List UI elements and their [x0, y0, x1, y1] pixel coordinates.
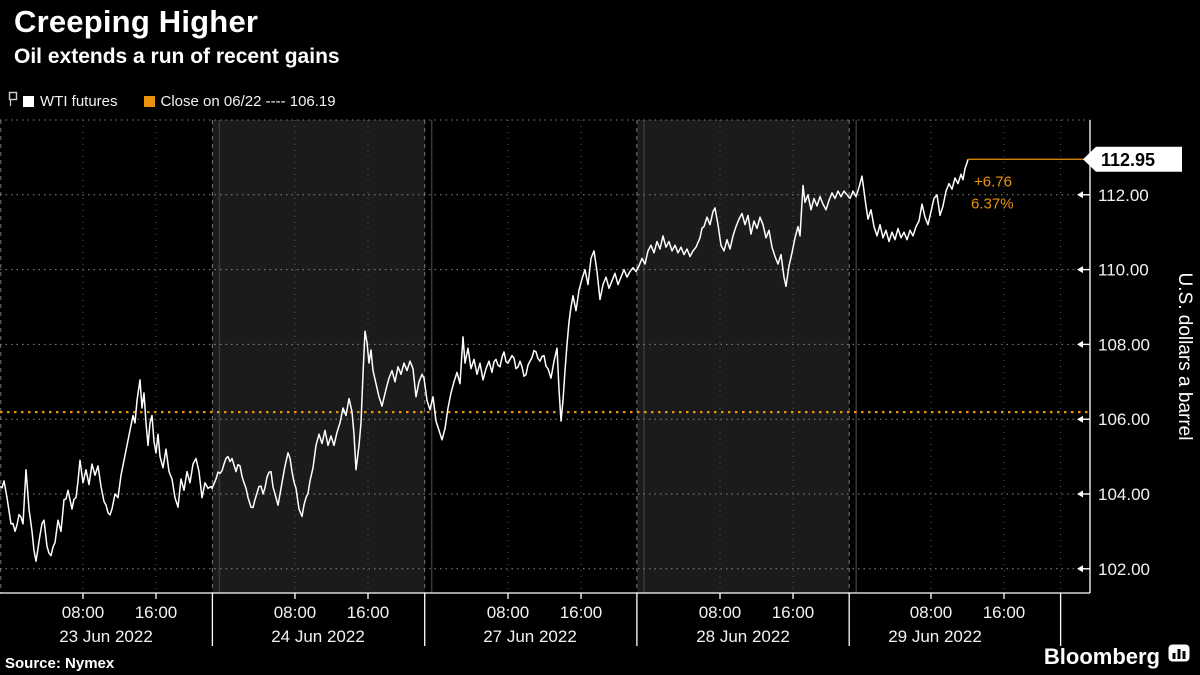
y-tick-arrow [1077, 191, 1083, 199]
source-note: Source: Nymex [5, 655, 115, 672]
x-time-label: 16:00 [772, 603, 815, 622]
y-tick-label: 106.00 [1098, 410, 1150, 429]
y-tick-arrow [1077, 415, 1083, 423]
x-date-label: 29 Jun 2022 [888, 627, 982, 646]
price-line [0, 159, 969, 563]
wti-series-swatch [23, 95, 34, 107]
y-axis-title: U.S. dollars a barrel [1174, 273, 1195, 441]
y-tick-label: 110.00 [1098, 261, 1149, 280]
y-tick-arrow [1077, 565, 1083, 573]
series-track-icon [8, 91, 18, 111]
x-time-label: 16:00 [560, 603, 603, 622]
x-date-label: 27 Jun 2022 [483, 627, 577, 646]
x-date-label: 28 Jun 2022 [696, 627, 790, 646]
chart-subtitle: Oil extends a run of recent gains [14, 45, 340, 68]
chart-title: Creeping Higher [14, 4, 259, 39]
y-tick-arrow [1077, 266, 1083, 274]
price-chart-canvas: +6.76 6.37% 112.00 110.00 108.00 106.00 104.00… [0, 119, 1195, 646]
y-tick-label: 108.00 [1098, 335, 1150, 354]
legend: WTI futures Close on 06/22 ---- 106.19 [8, 91, 362, 111]
pct-change-annotation: 6.37% [971, 195, 1014, 212]
y-tick-label: 112.00 [1098, 186, 1149, 205]
legend-label-close: Close on 06/22 ---- 106.19 [160, 92, 336, 110]
x-time-label: 08:00 [62, 603, 105, 622]
bloomberg-wordmark: Bloomberg [1043, 644, 1160, 669]
x-time-label: 16:00 [983, 603, 1026, 622]
bloomberg-chart-icon [1168, 644, 1190, 670]
y-tick-label: 102.00 [1098, 560, 1150, 579]
bloomberg-logo: Bloomberg [1044, 644, 1190, 670]
x-time-label: 16:00 [347, 603, 390, 622]
x-time-label: 16:00 [135, 603, 178, 622]
change-annotation: +6.76 [974, 173, 1012, 190]
y-tick-label: 104.00 [1098, 485, 1150, 504]
x-time-label: 08:00 [699, 603, 742, 622]
legend-item-close: Close on 06/22 ---- 106.19 [143, 92, 336, 110]
y-tick-arrow [1077, 340, 1083, 348]
legend-label-wti: WTI futures [40, 92, 118, 110]
day-band [636, 120, 850, 593]
x-time-label: 08:00 [274, 603, 317, 622]
x-time-label: 08:00 [910, 603, 953, 622]
x-date-label: 23 Jun 2022 [59, 627, 153, 646]
day-band [212, 120, 425, 593]
y-tick-arrow [1077, 490, 1083, 498]
legend-item-wti: WTI futures [23, 93, 118, 110]
last-price-callout [1083, 146, 1182, 172]
close-line-swatch [143, 95, 155, 107]
x-date-label: 24 Jun 2022 [271, 627, 365, 646]
last-price-value: 112.95 [1101, 150, 1155, 170]
x-time-label: 08:00 [487, 603, 530, 622]
